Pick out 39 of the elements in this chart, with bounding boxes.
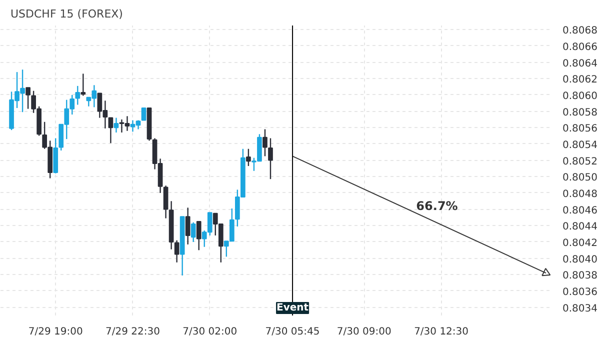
candlestick <box>262 128 268 157</box>
x-tick-label: 7/29 19:00 <box>28 326 83 338</box>
y-tick-label: 0.8052 <box>562 156 598 168</box>
y-tick-label: 0.8062 <box>562 74 598 86</box>
y-tick-label: 0.8048 <box>562 188 598 200</box>
y-tick-label: 0.8040 <box>562 254 598 266</box>
candlestick <box>80 73 86 96</box>
candlestick <box>108 117 114 144</box>
x-tick-label: 7/30 09:00 <box>336 326 392 338</box>
y-tick-label: 0.8050 <box>562 172 598 184</box>
series-label: 66.7% <box>416 198 458 213</box>
x-tick-label: 7/30 12:30 <box>414 326 469 338</box>
x-tick-label: 7/30 02:00 <box>182 326 238 338</box>
y-tick-label: 0.8064 <box>562 58 598 70</box>
y-tick-label: 0.8056 <box>562 124 598 135</box>
candlestick <box>185 207 190 246</box>
y-tick-label: 0.8046 <box>562 205 598 216</box>
y-tick-label: 0.8058 <box>562 107 598 118</box>
ref-line-label: Event <box>276 302 309 314</box>
chart-title: USDCHF 15 (FOREX) <box>10 8 123 20</box>
y-tick-label: 0.8060 <box>562 90 598 102</box>
candlestick <box>26 86 30 110</box>
candlestick <box>190 222 196 243</box>
candlestick <box>75 85 80 106</box>
y-tick-label: 0.8038 <box>562 270 598 282</box>
y-tick-label: 0.8054 <box>562 140 598 151</box>
candlestick <box>246 148 251 167</box>
y-tick-label: 0.8068 <box>562 26 598 37</box>
y-tick-label: 0.8066 <box>562 42 598 53</box>
y-tick-label: 0.8034 <box>562 303 598 314</box>
x-tick-label: 7/29 22:30 <box>106 326 160 338</box>
candlestick <box>268 138 273 180</box>
y-tick-label: 0.8042 <box>562 238 598 249</box>
candlestick <box>196 220 202 251</box>
x-tick-label: 7/30 05:45 <box>265 326 320 338</box>
y-tick-label: 0.8044 <box>562 222 598 233</box>
y-tick-label: 0.8036 <box>562 286 598 298</box>
candlestick <box>174 240 180 263</box>
candlestick <box>114 117 119 134</box>
